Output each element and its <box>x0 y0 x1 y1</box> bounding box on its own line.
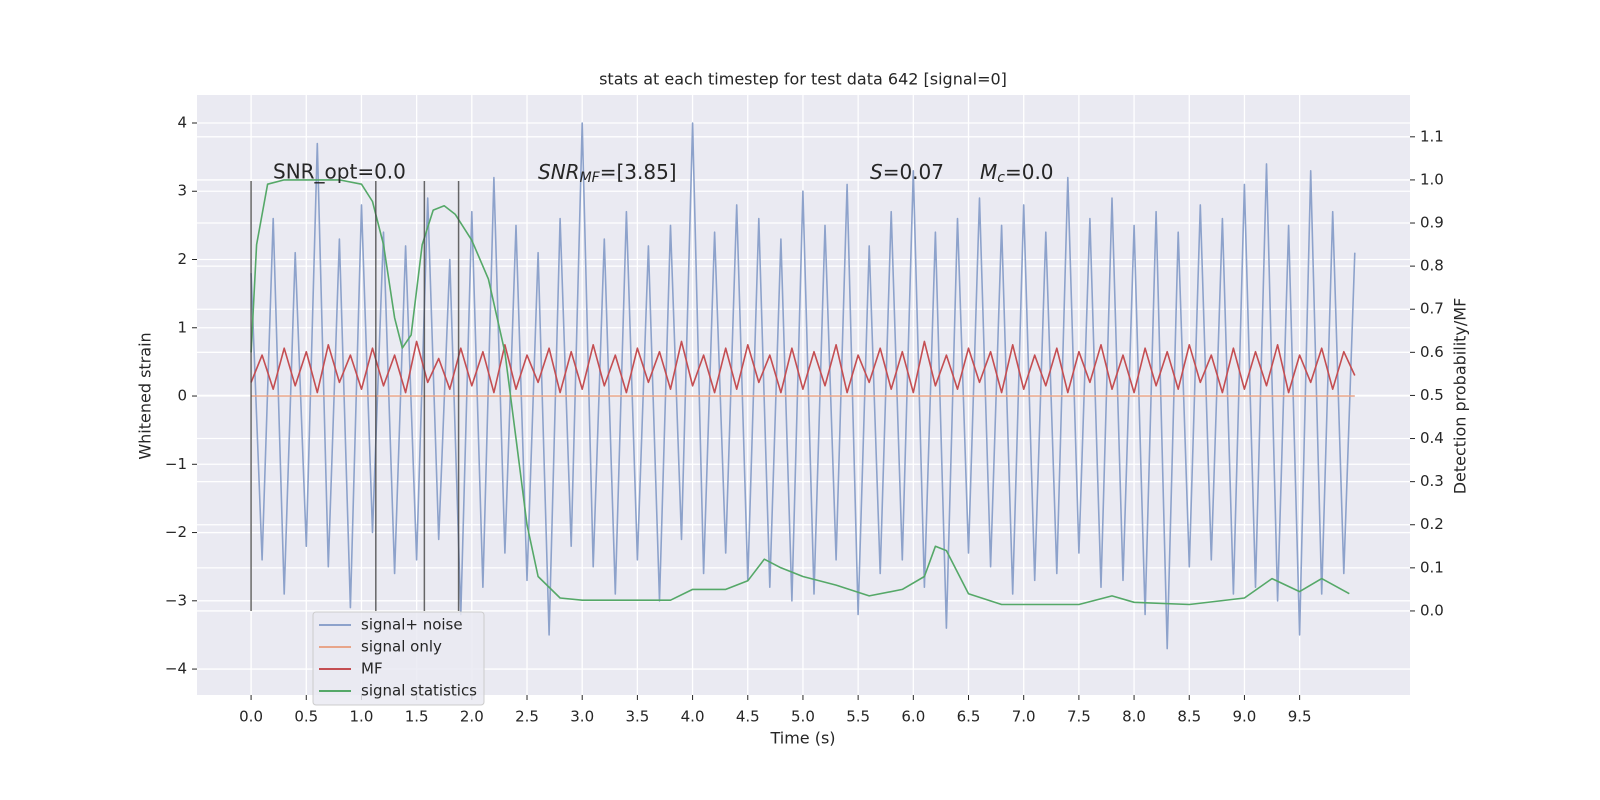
line <box>250 122 1356 650</box>
annotation: S=0.07 <box>870 160 944 184</box>
y-tick-label: −1 <box>165 455 187 473</box>
x-tick-label: 5.5 <box>846 708 870 726</box>
annotation-part: SNR <box>538 160 580 184</box>
x-tick-label: 7.5 <box>1067 708 1091 726</box>
y-tick-label: 2 <box>177 250 187 268</box>
x-tick-label: 8.5 <box>1177 708 1201 726</box>
y-tick-label: −3 <box>165 591 187 609</box>
y2-tick-label: 0.6 <box>1420 343 1444 361</box>
y2-tick-label: 0.0 <box>1420 601 1444 619</box>
annotation: SNRMF=[3.85] <box>538 160 677 187</box>
y-axis-label: Whitened strain <box>136 332 155 459</box>
y2-tick-label: 1.1 <box>1420 127 1444 145</box>
y2-tick-label: 0.3 <box>1420 472 1444 490</box>
x-tick-label: 4.5 <box>736 708 760 726</box>
x-tick-label: 6.0 <box>901 708 925 726</box>
legend-label: signal only <box>361 638 442 656</box>
legend-box <box>312 611 485 706</box>
y2-tick-label: 0.4 <box>1420 429 1444 447</box>
x-tick-label: 7.0 <box>1012 708 1036 726</box>
line <box>250 179 1350 606</box>
y-tick-label: 0 <box>177 387 187 405</box>
x-tick-label: 6.5 <box>957 708 981 726</box>
y2-tick-label: 0.7 <box>1420 300 1444 318</box>
y-tick-label: −2 <box>165 523 187 541</box>
y2-tick-label: 0.9 <box>1420 214 1444 232</box>
legend-label: signal statistics <box>361 682 477 700</box>
legend-label: signal+ noise <box>361 616 463 634</box>
annotation-part: MF <box>580 170 601 186</box>
annotation-part: S <box>870 160 883 184</box>
x-tick-label: 8.0 <box>1122 708 1146 726</box>
y-tick-label: 1 <box>177 318 187 336</box>
x-tick-label: 5.0 <box>791 708 815 726</box>
x-tick-label: 0.5 <box>294 708 318 726</box>
y2-axis-label: Detection probability/MF <box>1451 298 1470 495</box>
annotation-part: =0.07 <box>883 160 944 184</box>
y-tick-label: 3 <box>177 182 187 200</box>
legend-label: MF <box>361 660 383 678</box>
annotation: SNR_opt=0.0 <box>273 160 406 184</box>
x-tick-label: 2.5 <box>515 708 539 726</box>
y2-tick-label: 0.1 <box>1420 558 1444 576</box>
annotation: Mc=0.0 <box>980 160 1054 187</box>
x-tick-label: 1.5 <box>405 708 429 726</box>
y2-tick-label: 0.2 <box>1420 515 1444 533</box>
chart-title: stats at each timestep for test data 642… <box>599 70 1007 89</box>
x-tick-label: 9.0 <box>1233 708 1257 726</box>
y-tick-label: −4 <box>165 660 187 678</box>
x-tick-label: 2.0 <box>460 708 484 726</box>
y2-tick-label: 0.5 <box>1420 386 1444 404</box>
y2-tick-label: 1.0 <box>1420 170 1444 188</box>
annotation-part: =0.0 <box>1005 160 1054 184</box>
x-tick-label: 3.0 <box>570 708 594 726</box>
annotation-part: c <box>997 170 1005 186</box>
x-tick-label: 3.5 <box>625 708 649 726</box>
annotation-part: =[3.85] <box>600 160 677 184</box>
line <box>250 340 1356 394</box>
y2-tick-label: 0.8 <box>1420 257 1444 275</box>
annotation-part: M <box>980 160 997 184</box>
y-tick-label: 4 <box>177 113 187 131</box>
x-axis-label: Time (s) <box>769 729 835 748</box>
x-tick-label: 4.0 <box>681 708 705 726</box>
x-tick-label: 1.0 <box>350 708 374 726</box>
x-tick-label: 9.5 <box>1288 708 1312 726</box>
x-tick-label: 0.0 <box>239 708 263 726</box>
